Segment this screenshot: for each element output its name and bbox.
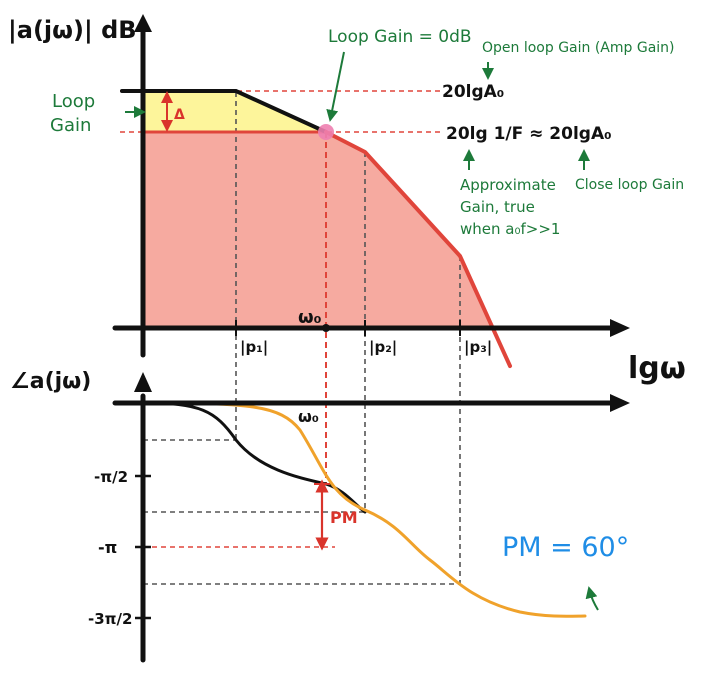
loop-gain-region: [143, 91, 326, 132]
pole-label-p1: |p₁|: [240, 338, 268, 357]
closed-loop-level-label: 20lg 1/F ≈ 20lgA₀: [446, 124, 612, 144]
open-loop-level-label: 20lgA₀: [442, 82, 504, 102]
pm-value-arrow: [585, 586, 599, 611]
phase-y-axis-label: ∠a(jω): [10, 369, 91, 394]
approx-gain-line2: Gain, true: [460, 198, 535, 216]
phase-margin-label: PM: [330, 508, 358, 527]
open-loop-phase-curve: [141, 401, 367, 514]
phase-y-arrowhead: [134, 372, 152, 392]
phase-x-arrowhead: [610, 394, 630, 412]
open-loop-magnitude-curve: [120, 89, 328, 134]
closed-loop-phase-curve: [141, 401, 587, 618]
close-loop-gain-label: Close loop Gain: [575, 177, 684, 193]
magnitude-y-arrowhead: [134, 14, 152, 32]
magnitude-y-axis-label: |a(jω)| dB: [8, 16, 137, 44]
delta-label: Δ: [174, 107, 185, 123]
phase-margin-value: PM = 60°: [502, 532, 629, 563]
pole-label-p2: |p₂|: [369, 338, 397, 357]
tick-label-minus-pi: -π: [98, 538, 117, 557]
closed-loop-gain-region: [143, 132, 493, 328]
loop-gain-label-line1: Loop: [52, 91, 95, 112]
loop-gain-0db-arrow: [326, 51, 345, 122]
closed-loop-magnitude-curve: [324, 130, 512, 368]
omega0-dot: [322, 324, 330, 332]
crossover-marker: [318, 124, 334, 140]
omega0-magnitude-label: ω₀: [298, 307, 322, 328]
approx-gain-line3: when a₀f>>1: [460, 220, 560, 238]
approx-gain-line1: Approximate: [460, 176, 556, 194]
loop-gain-0db-label: Loop Gain = 0dB: [328, 27, 472, 47]
open-loop-gain-label: Open loop Gain (Amp Gain): [482, 40, 675, 56]
magnitude-x-arrowhead: [610, 319, 630, 337]
tick-label-minus-half-pi: -π/2: [94, 468, 128, 486]
loop-gain-label-line2: Gain: [50, 115, 91, 136]
pole-label-p3: |p₃|: [464, 338, 492, 357]
omega0-phase-label: ω₀: [298, 407, 319, 426]
tick-label-minus-three-half-pi: -3π/2: [88, 610, 132, 628]
x-axis-label: lgω: [628, 351, 686, 386]
